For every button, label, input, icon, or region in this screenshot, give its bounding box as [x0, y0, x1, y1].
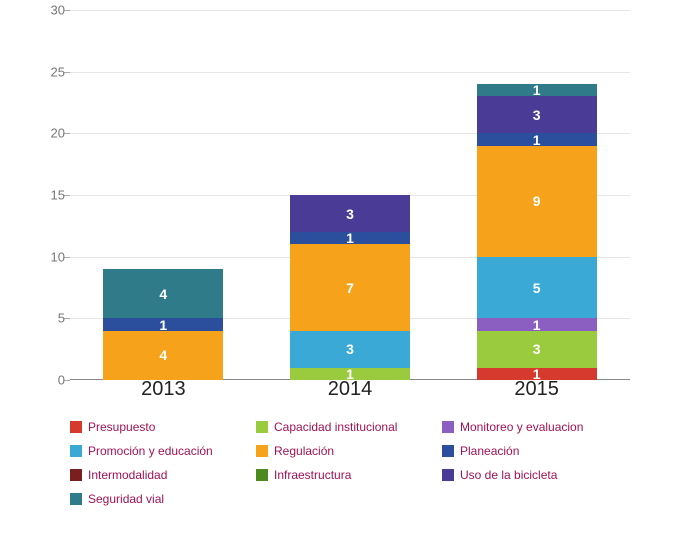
legend-swatch — [70, 445, 82, 457]
y-tick-label: 25 — [35, 64, 65, 79]
x-category-label: 2015 — [477, 378, 597, 401]
gridline — [70, 72, 630, 73]
y-tick-label: 10 — [35, 249, 65, 264]
legend-swatch — [442, 445, 454, 457]
legend-item-uso_bici: Uso de la bicicleta — [442, 468, 628, 482]
seg-planeacion: 1 — [290, 232, 410, 244]
legend-swatch — [256, 469, 268, 481]
seg-regulacion: 9 — [477, 146, 597, 257]
legend-swatch — [70, 469, 82, 481]
seg-uso_bici: 3 — [290, 195, 410, 232]
seg-planeacion: 1 — [103, 318, 223, 330]
seg-seguridad: 1 — [477, 84, 597, 96]
x-category-label: 2014 — [290, 378, 410, 401]
legend-label: Promoción y educación — [88, 444, 213, 458]
legend-swatch — [256, 421, 268, 433]
legend-label: Regulación — [274, 444, 334, 458]
gridline — [70, 10, 630, 11]
y-tick-label: 0 — [35, 373, 65, 388]
legend-label: Capacidad institucional — [274, 420, 397, 434]
legend-item-monitoreo: Monitoreo y evaluacion — [442, 420, 628, 434]
seg-planeacion: 1 — [477, 133, 597, 145]
seg-promocion: 5 — [477, 257, 597, 319]
seg-seguridad: 4 — [103, 269, 223, 318]
legend-item-capacidad: Capacidad institucional — [256, 420, 442, 434]
legend-swatch — [442, 421, 454, 433]
legend-row: Presupuesto Capacidad institucional Monito… — [70, 420, 630, 434]
seg-regulacion: 4 — [103, 331, 223, 380]
legend-item-intermodal: Intermodalidad — [70, 468, 256, 482]
seg-regulacion: 7 — [290, 244, 410, 330]
legend-row: Intermodalidad Infraestructura Uso de la b… — [70, 468, 630, 482]
y-tick-label: 5 — [35, 311, 65, 326]
legend-swatch — [70, 493, 82, 505]
legend-label: Infraestructura — [274, 468, 351, 482]
plot-area: 0510152025304141371313159131 — [70, 10, 630, 380]
seg-uso_bici: 3 — [477, 96, 597, 133]
legend-label: Intermodalidad — [88, 468, 167, 482]
seg-capacidad: 3 — [477, 331, 597, 368]
y-tick-label: 20 — [35, 126, 65, 141]
legend-item-promocion: Promoción y educación — [70, 444, 256, 458]
legend-item-presupuesto: Presupuesto — [70, 420, 256, 434]
seg-promocion: 3 — [290, 331, 410, 368]
legend-row: Seguridad vial — [70, 492, 630, 506]
y-tick-label: 15 — [35, 188, 65, 203]
legend-item-seguridad: Seguridad vial — [70, 492, 256, 506]
seg-monitoreo: 1 — [477, 318, 597, 330]
legend-label: Uso de la bicicleta — [460, 468, 557, 482]
y-tick-label: 30 — [35, 3, 65, 18]
legend-swatch — [256, 445, 268, 457]
stacked-bar-chart: 0510152025304141371313159131 Presupuesto… — [0, 0, 684, 534]
legend: Presupuesto Capacidad institucional Monito… — [70, 420, 630, 516]
x-category-label: 2013 — [103, 378, 223, 401]
legend-item-infra: Infraestructura — [256, 468, 442, 482]
legend-item-regulacion: Regulación — [256, 444, 442, 458]
legend-swatch — [70, 421, 82, 433]
legend-label: Monitoreo y evaluacion — [460, 420, 583, 434]
legend-item-planeacion: Planeación — [442, 444, 628, 458]
legend-swatch — [442, 469, 454, 481]
legend-label: Planeación — [460, 444, 519, 458]
legend-label: Seguridad vial — [88, 492, 164, 506]
legend-label: Presupuesto — [88, 420, 155, 434]
legend-row: Promoción y educación Regulación Planeació… — [70, 444, 630, 458]
